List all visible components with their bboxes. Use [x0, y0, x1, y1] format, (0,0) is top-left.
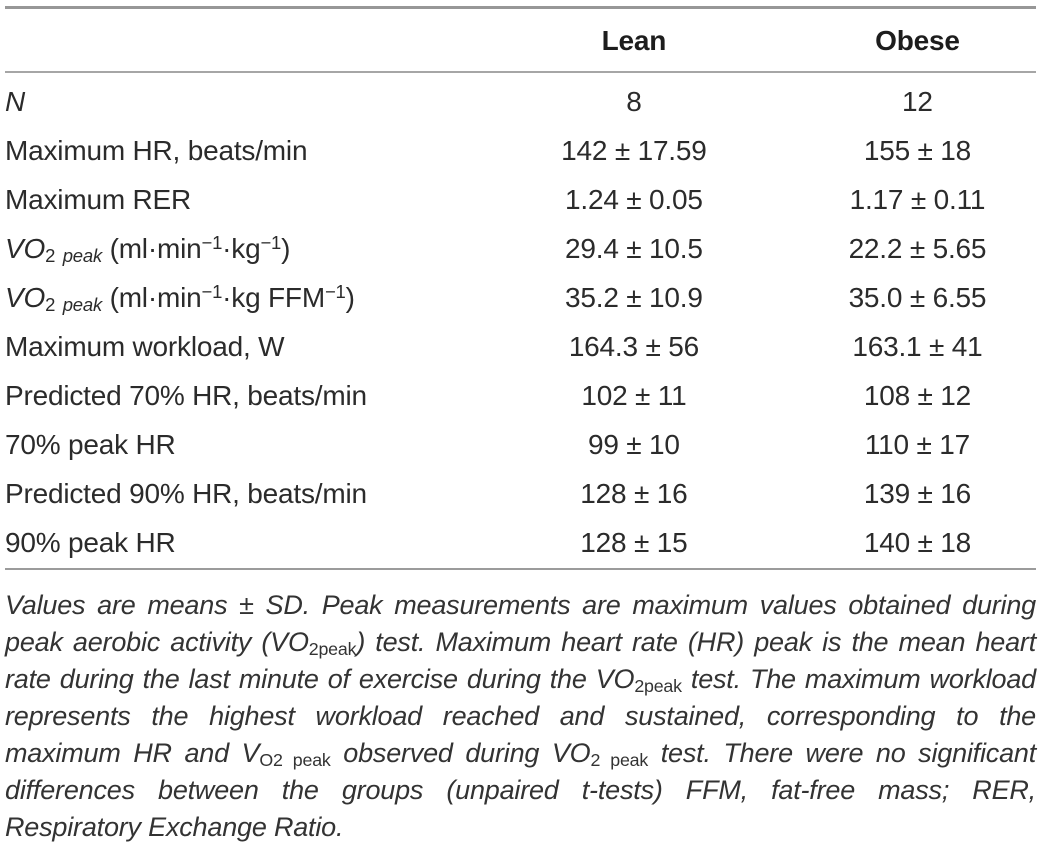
label-text: Predicted 90% HR, beats/min [5, 478, 367, 509]
table-row: Predicted 70% HR, beats/min 102 ± 11 108 ±… [5, 372, 1036, 421]
label-text: ) [281, 233, 291, 264]
label-text: VO [5, 282, 46, 313]
obese-value: 155 ± 18 [863, 135, 972, 166]
subscript-text: 2 peak [590, 749, 649, 770]
table-row: VO2 peak (ml·min−1·kg−1) 29.4 ± 10.5 22.2 … [5, 225, 1036, 274]
label-text: VO [5, 233, 46, 264]
row-label: Maximum workload, W [5, 323, 469, 372]
obese-value: 163.1 ± 41 [852, 331, 983, 362]
row-label: VO2 peak (ml·min−1·kg FFM−1) [5, 274, 469, 323]
results-table: Lean Obese N 8 12 Maximum HR, beats/min 142 … [5, 6, 1036, 570]
table-row: Maximum RER 1.24 ± 0.05 1.17 ± 0.11 [5, 176, 1036, 225]
superscript-text: −1 [201, 231, 223, 253]
label-text: test. There were no significant differen… [5, 738, 1037, 842]
lean-value: 99 ± 10 [587, 429, 680, 460]
label-text [55, 233, 63, 264]
table-row: Predicted 90% HR, beats/min 128 ± 16 139 ±… [5, 470, 1036, 519]
label-text: ·kg [222, 233, 261, 264]
label-text: 70% peak HR [5, 429, 176, 460]
row-label: Predicted 70% HR, beats/min [5, 372, 469, 421]
label-text: N [5, 86, 26, 117]
table-row: Maximum workload, W 164.3 ± 56 163.1 ± 41 [5, 323, 1036, 372]
header-lean: Lean [468, 7, 799, 73]
table-footnote: Values are means ± SD. Peak measurements… [5, 587, 1036, 846]
label-text: observed during VO [330, 738, 591, 768]
row-label: Maximum RER [5, 176, 469, 225]
obese-value: 140 ± 18 [863, 527, 972, 558]
header-row: Lean Obese [5, 7, 1036, 73]
lean-value: 29.4 ± 10.5 [565, 233, 703, 264]
row-label: 90% peak HR [5, 519, 469, 569]
lean-value: 8 [626, 86, 642, 117]
label-text: Maximum workload, W [5, 331, 285, 362]
lean-value: 164.3 ± 56 [568, 331, 699, 362]
row-label: 70% peak HR [5, 421, 469, 470]
table-row: 90% peak HR 128 ± 15 140 ± 18 [5, 519, 1036, 569]
obese-value: 1.17 ± 0.11 [849, 184, 986, 215]
subscript-text: 2 [45, 245, 56, 267]
lean-value: 102 ± 11 [581, 380, 687, 411]
header-empty-cell [5, 7, 469, 73]
superscript-text: −1 [324, 280, 346, 302]
lean-value: 142 ± 17.59 [561, 135, 707, 166]
subscript-text: peak [62, 245, 102, 267]
row-label: VO2 peak (ml·min−1·kg−1) [5, 225, 469, 274]
label-text: (ml·min [101, 282, 202, 313]
superscript-text: −1 [260, 231, 282, 253]
label-text: test. The maximum workload represents th… [5, 664, 1036, 768]
label-text: 90% peak HR [5, 527, 176, 558]
obese-value: 110 ± 17 [864, 429, 970, 460]
subscript-text: peak [62, 294, 102, 316]
obese-value: 35.0 ± 6.55 [848, 282, 987, 313]
subscript-text: 2peak [634, 675, 682, 696]
row-label: Predicted 90% HR, beats/min [5, 470, 469, 519]
subscript-text: O2 peak [259, 749, 331, 770]
label-text: ) test. Maximum heart rate (HR) peak is … [5, 627, 1037, 694]
obese-value: 108 ± 12 [863, 380, 972, 411]
label-text [55, 282, 63, 313]
obese-value: 12 [902, 86, 933, 117]
header-obese: Obese [798, 7, 1036, 73]
subscript-text: 2 [45, 294, 56, 316]
obese-value: 139 ± 16 [863, 478, 972, 509]
obese-value: 22.2 ± 5.65 [848, 233, 987, 264]
subscript-text: 2peak [308, 638, 357, 659]
superscript-text: −1 [201, 280, 223, 302]
lean-value: 1.24 ± 0.05 [565, 184, 703, 215]
label-text: ) [345, 282, 355, 313]
label-text: Values are means ± SD. Peak measurements… [5, 590, 1036, 657]
lean-value: 35.2 ± 10.9 [565, 282, 703, 313]
label-text: Maximum HR, beats/min [5, 135, 308, 166]
table-row: 70% peak HR 99 ± 10 110 ± 17 [5, 421, 1036, 470]
label-text: Predicted 70% HR, beats/min [5, 380, 367, 411]
label-text: Maximum RER [5, 184, 192, 215]
table-row: N 8 12 [5, 72, 1036, 127]
label-text: (ml·min [101, 233, 202, 264]
table-row: VO2 peak (ml·min−1·kg FFM−1) 35.2 ± 10.9 3… [5, 274, 1036, 323]
table-row: Maximum HR, beats/min 142 ± 17.59 155 ± 18 [5, 127, 1036, 176]
label-text: ·kg FFM [222, 282, 325, 313]
row-label: Maximum HR, beats/min [5, 127, 469, 176]
lean-value: 128 ± 16 [580, 478, 688, 509]
lean-value: 128 ± 15 [580, 527, 688, 558]
row-label: N [5, 72, 469, 127]
table-body: N 8 12 Maximum HR, beats/min 142 ± 17.59 155 … [5, 72, 1036, 569]
